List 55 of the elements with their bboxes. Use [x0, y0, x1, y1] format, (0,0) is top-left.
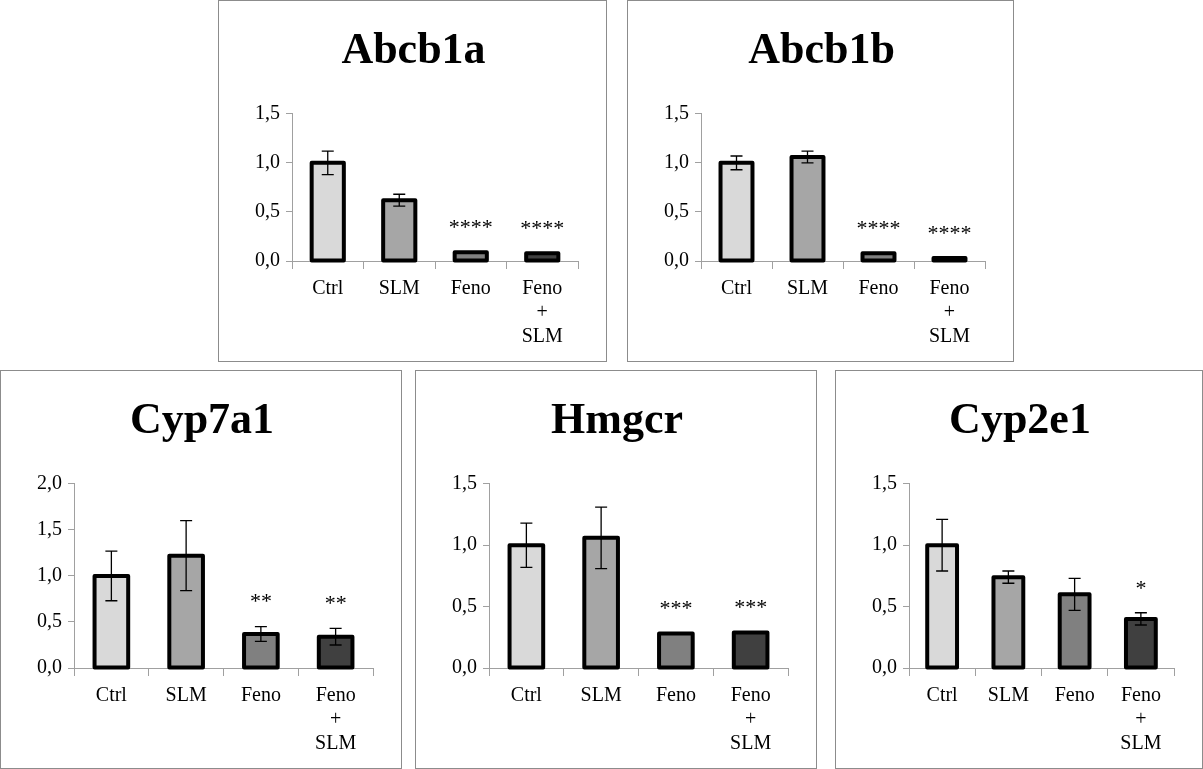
x-tick-label: Feno [240, 683, 281, 706]
x-tick-label: Feno [858, 276, 899, 299]
y-tick-label: 1,0 [664, 150, 689, 173]
y-tick-label: 0,5 [255, 199, 280, 222]
x-tick-label: Feno + SLM [928, 276, 971, 347]
y-tick-label: 2,0 [37, 471, 62, 494]
y-tick-label: 0,0 [37, 655, 62, 678]
chart-title: Abcb1a [341, 23, 486, 73]
chart-title: Hmgcr [551, 393, 683, 443]
y-tick-label: 1,5 [452, 471, 477, 494]
x-tick-label: SLM [987, 683, 1030, 706]
y-tick-label: 1,0 [255, 150, 280, 173]
x-tick-label: Ctrl [926, 683, 959, 706]
annotation: * [1135, 574, 1147, 600]
chart-title: Abcb1b [748, 23, 895, 73]
x-tick-label: Ctrl [312, 276, 344, 299]
y-tick-label: 0,5 [37, 609, 62, 632]
x-tick-label: SLM [580, 683, 622, 706]
x-tick-label: SLM [378, 276, 421, 299]
x-tick-label: Ctrl [720, 276, 753, 299]
annotation: *** [734, 594, 768, 620]
chart-title: Cyp2e1 [949, 393, 1091, 443]
y-tick-label: 1,5 [255, 101, 280, 124]
y-tick-label: 0,0 [664, 248, 689, 271]
x-tick-label: Feno + SLM [315, 683, 357, 754]
annotation: *** [659, 595, 693, 621]
x-tick-label: SLM [786, 276, 829, 299]
y-tick-label: 1,0 [872, 532, 897, 555]
x-tick-label: SLM [165, 683, 207, 706]
y-tick-label: 0,5 [664, 199, 689, 222]
x-tick-label: Feno + SLM [730, 683, 772, 754]
x-tick-label: Ctrl [510, 683, 543, 706]
y-tick-label: 0,5 [872, 593, 897, 616]
annotation: **** [927, 219, 972, 245]
annotation: ** [249, 588, 272, 614]
y-tick-label: 1,0 [37, 563, 62, 586]
x-tick-label: Feno [655, 683, 696, 706]
y-tick-label: 1,5 [37, 517, 62, 540]
y-tick-label: 1,5 [872, 471, 897, 494]
y-tick-label: 1,0 [452, 532, 477, 555]
x-tick-label: Feno + SLM [1120, 683, 1162, 754]
y-tick-label: 1,5 [664, 101, 689, 124]
annotation: **** [448, 213, 493, 239]
x-tick-label: Ctrl [95, 683, 128, 706]
annotation: **** [856, 214, 901, 240]
y-tick-label: 0,0 [872, 655, 897, 678]
y-tick-label: 0,5 [452, 593, 477, 616]
y-tick-label: 0,0 [452, 655, 477, 678]
chart-title: Cyp7a1 [129, 393, 275, 443]
annotation: **** [520, 214, 565, 240]
x-tick-label: Feno [450, 276, 491, 299]
annotation: ** [324, 590, 347, 616]
x-tick-label: Feno + SLM [521, 276, 564, 347]
y-tick-label: 0,0 [255, 248, 280, 271]
x-tick-label: Feno [1054, 683, 1095, 706]
